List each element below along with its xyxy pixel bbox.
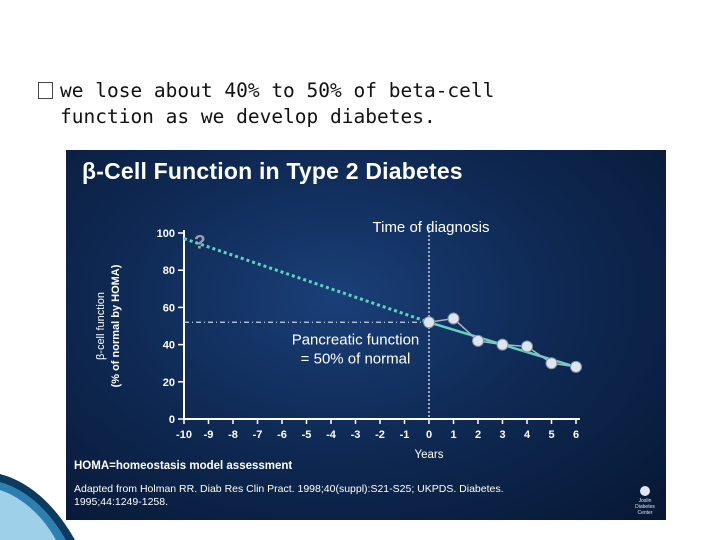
x-tick-label: -8: [228, 429, 238, 441]
x-tick-label: 5: [548, 429, 554, 441]
box-bullet-icon: [38, 82, 53, 99]
annotation-pancreatic-function: Pancreatic function: [292, 332, 420, 349]
y-axis-label-main: β-cell function: [95, 292, 107, 360]
y-tick-label: 100: [157, 228, 175, 240]
footer-reference-line-2: 1995;44:1249-1258.: [74, 496, 169, 508]
data-point: [570, 360, 582, 373]
x-tick-label: 0: [426, 429, 432, 441]
x-tick-label: -1: [400, 429, 410, 441]
x-tick-label: -10: [176, 429, 192, 441]
footer-reference-line-1: Adapted from Holman RR. Diab Res Clin Pr…: [74, 483, 504, 495]
chart-slide-image: 0 20 40 60 80 100 -10 -9 -8 -7 -6 -5 -4 -3 -2 -1 0 1 2 3 4 5 6…: [66, 150, 666, 520]
y-tick-label: 80: [163, 265, 175, 277]
bullet-point: we lose about 40% to 50% of beta-cell fu…: [38, 78, 598, 130]
x-tick-label: 3: [499, 429, 505, 441]
x-tick-label: -9: [204, 429, 214, 441]
y-tick-label: 20: [163, 377, 175, 389]
y-tick-label: 60: [163, 302, 175, 314]
x-tick-label: 2: [475, 429, 481, 441]
x-tick-label: -3: [351, 429, 361, 441]
annotation-fifty-percent: = 50% of normal: [301, 351, 411, 368]
y-tick-label: 40: [163, 340, 175, 352]
data-point: [472, 334, 484, 347]
data-point: [423, 316, 435, 329]
x-tick-label: -5: [302, 429, 312, 441]
extrapolation-line: [183, 237, 430, 324]
x-axis-label: Years: [415, 449, 444, 461]
data-point: [521, 340, 533, 353]
decorative-swoosh: [0, 474, 75, 540]
extrapolation-label: ?: [194, 233, 206, 254]
x-tick-label: -4: [326, 429, 337, 441]
x-tick-label: 1: [450, 429, 456, 441]
x-tick-label: -2: [375, 429, 385, 441]
logo-mark-icon: [640, 486, 650, 496]
bullet-text: we lose about 40% to 50% of beta-cell fu…: [60, 79, 495, 128]
logo-text: Joslin Diabetes Center: [635, 498, 655, 516]
x-tick-label: 4: [524, 429, 531, 441]
x-tick-label: 6: [573, 429, 579, 441]
swoosh-light-band: [0, 490, 56, 540]
y-axis-label-units: (% of normal by HOMA): [110, 264, 122, 387]
y-tick-label: 0: [169, 414, 175, 426]
joslin-logo: Joslin Diabetes Center: [630, 486, 660, 516]
x-tick-label: -7: [253, 429, 263, 441]
data-point: [447, 312, 460, 325]
footer-homa-note: HOMA=homeostasis model assessment: [74, 460, 293, 472]
chart-title: β-Cell Function in Type 2 Diabetes: [82, 158, 463, 184]
data-point: [496, 338, 509, 351]
annotation-time-of-diagnosis: Time of diagnosis: [373, 219, 490, 236]
x-tick-label: -6: [277, 429, 287, 441]
data-point: [545, 357, 558, 370]
